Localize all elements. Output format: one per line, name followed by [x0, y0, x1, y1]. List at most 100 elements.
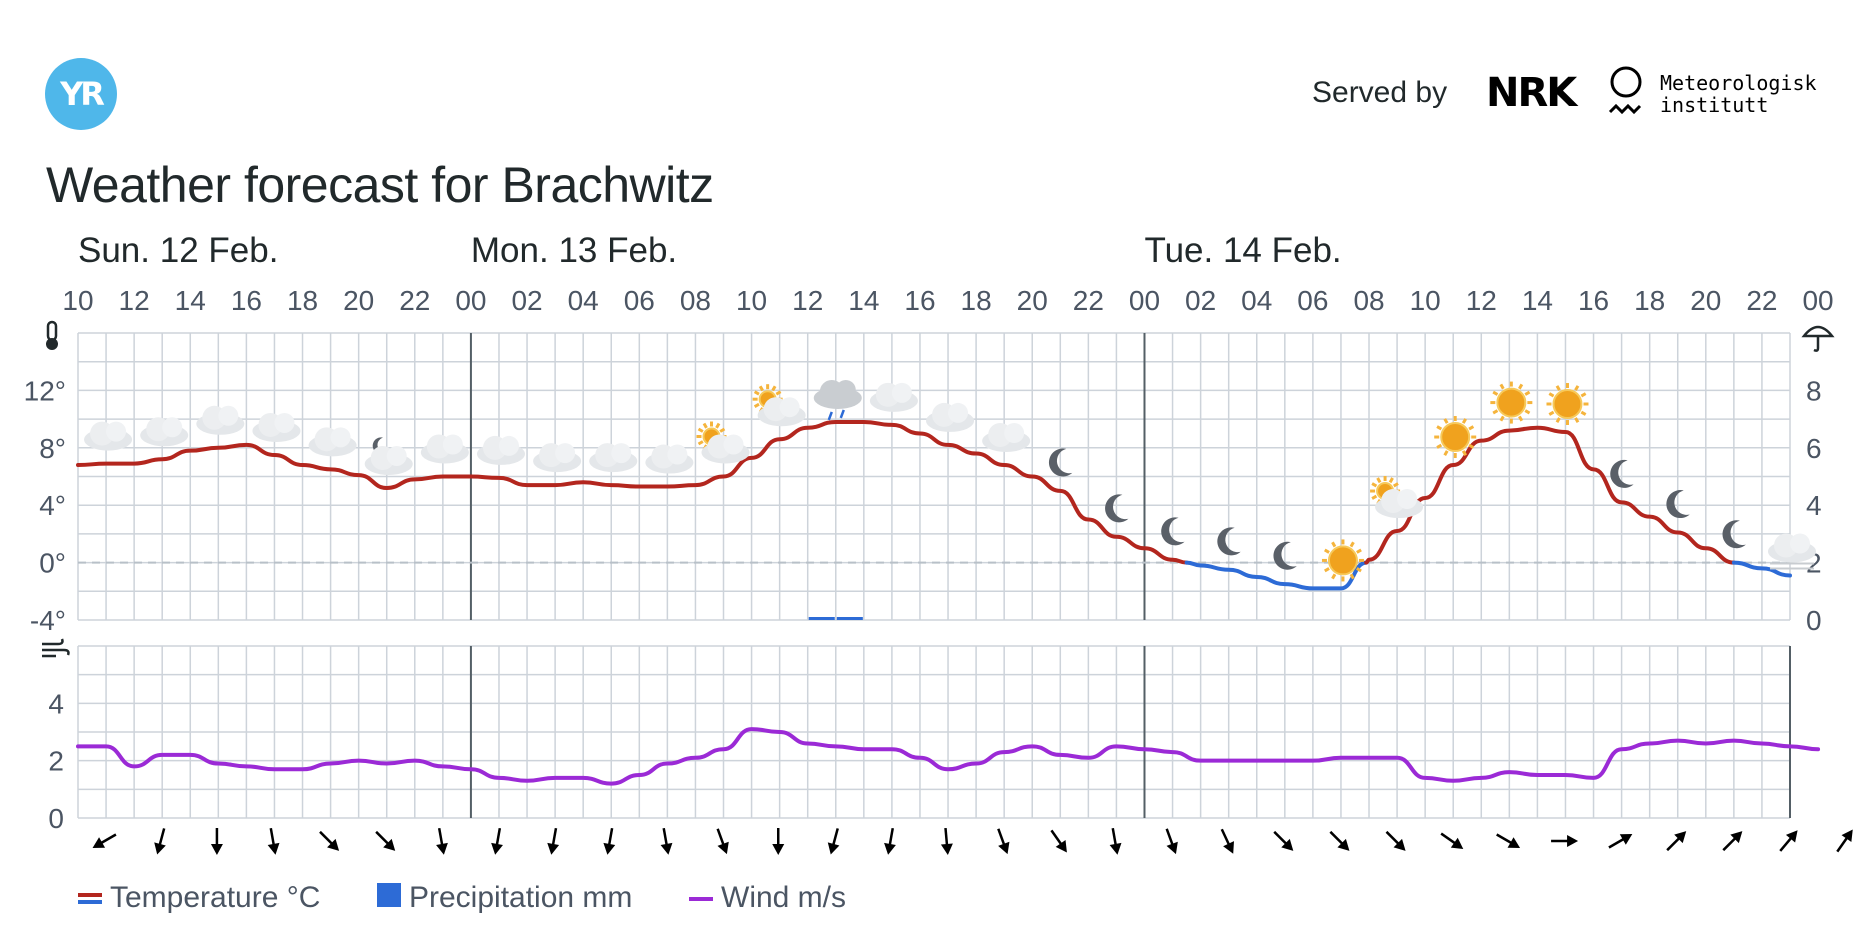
cloud-shape [891, 382, 912, 403]
moon-shape [1217, 527, 1241, 556]
wind-arrow-head [210, 844, 223, 855]
legend-precipitation-swatch [377, 881, 401, 915]
cloud-shape [611, 443, 632, 464]
rain-cloud-icon [813, 379, 862, 421]
sun-ray [771, 385, 777, 392]
wind-arrow [267, 827, 280, 855]
sun-ray [715, 422, 721, 429]
wind-arrow-head [772, 844, 785, 855]
cloud-shape [1004, 423, 1025, 444]
hour-label: 06 [624, 285, 655, 316]
sun-ray [1436, 425, 1443, 431]
hour-label: 00 [1802, 285, 1833, 316]
wind-arrow [210, 828, 223, 855]
moon-icon [1273, 541, 1297, 570]
wind-arrow-head [1450, 837, 1464, 850]
sun-ray [753, 390, 760, 396]
cloud-icon [869, 382, 918, 412]
moon-shape [1105, 494, 1129, 523]
moon-icon [1722, 520, 1746, 549]
sun-disc [1440, 422, 1471, 453]
sun-ray [1524, 390, 1531, 396]
cloud-shape [498, 435, 519, 456]
hour-label: 00 [1129, 285, 1160, 316]
wind-arrow [1165, 828, 1178, 855]
wind-arrow [940, 827, 953, 855]
temp-tick-label: 0° [39, 548, 66, 579]
temperature-line-warm [76, 419, 1189, 565]
sun-ray [1499, 415, 1505, 422]
wind-arrow [1329, 830, 1350, 851]
hour-label: 16 [904, 285, 935, 316]
wind-arrow [1496, 833, 1521, 848]
wind-arrow-head [436, 842, 448, 855]
wind-arrow [1440, 832, 1464, 850]
cloud-shape [442, 434, 463, 455]
sun-ray [1499, 383, 1505, 390]
yr-logo[interactable]: YR [45, 58, 117, 130]
cloud-shape [667, 444, 688, 465]
sun-ray [758, 385, 764, 392]
sun-ray [1371, 494, 1378, 500]
cloud-icon [589, 443, 638, 473]
precip-bar [808, 617, 835, 620]
sun-ray [1392, 482, 1399, 488]
hour-label: 12 [1466, 285, 1497, 316]
wind-arrow-head [1393, 838, 1406, 851]
wind-arrow-head [491, 842, 503, 855]
wind-arrow [716, 828, 729, 855]
wind-arrow-head [1567, 835, 1579, 847]
sun-ray [1443, 450, 1449, 456]
sun-ray [1349, 573, 1355, 580]
cloud-icon [308, 427, 357, 457]
cloud-icon [252, 412, 301, 442]
sun-ray [1524, 409, 1531, 415]
umbrella-icon [1801, 325, 1835, 352]
wind-line [76, 727, 1821, 786]
wind-arrow-head [154, 842, 166, 855]
temperature-line-cold [1731, 560, 1792, 578]
hour-label: 02 [511, 285, 542, 316]
wind-arrow-head [1619, 834, 1633, 845]
temp-tick-label: 12° [24, 375, 66, 406]
wind-arrow-head [327, 838, 340, 851]
temperature-line-warm [1364, 425, 1736, 565]
sun-ray [1574, 417, 1580, 423]
cloud-shape [386, 445, 407, 466]
wind-arrow [884, 827, 896, 855]
nrk-logo[interactable]: NRK [1486, 70, 1577, 116]
moon-shape [1048, 448, 1073, 477]
legend-wind-label: Wind m/s [721, 881, 847, 914]
wind-arrow [436, 827, 448, 855]
wind-arrow [92, 833, 117, 848]
met-line1: Meteorologisk [1660, 71, 1817, 95]
temp-tick-label: 8° [39, 433, 66, 464]
wind-arrow-head [1109, 842, 1122, 855]
sun-ray [1548, 410, 1555, 416]
sun-ray [1580, 410, 1587, 416]
umbrella-handle [1813, 336, 1820, 352]
wind-arrow-head [92, 837, 106, 848]
wind-arrow [1050, 829, 1067, 853]
sun-ray [1468, 443, 1475, 449]
moon-shape [1666, 490, 1690, 519]
hour-label: 14 [848, 285, 879, 316]
legend-wind: Wind m/s [689, 880, 846, 916]
served-by-label: Served by [1312, 76, 1448, 109]
precip-tick-label: 4 [1806, 490, 1822, 521]
sun-disc [1327, 545, 1358, 576]
cloud-shape [274, 412, 295, 433]
wind-arrow [772, 828, 785, 855]
hour-label: 18 [961, 285, 992, 316]
wind-arrow [319, 830, 340, 851]
cloud-shape [162, 417, 183, 438]
met-logo-text[interactable]: Meteorologisk institutt [1660, 72, 1817, 116]
fog-cloud-icon [1768, 533, 1816, 570]
wind-icon [42, 638, 70, 658]
wind-arrow [997, 828, 1010, 855]
sun-ray [1548, 392, 1555, 398]
cloud-icon [982, 423, 1031, 453]
hour-label: 22 [399, 285, 430, 316]
cloud-icon [140, 417, 189, 447]
wind-arrow-head [383, 838, 396, 851]
